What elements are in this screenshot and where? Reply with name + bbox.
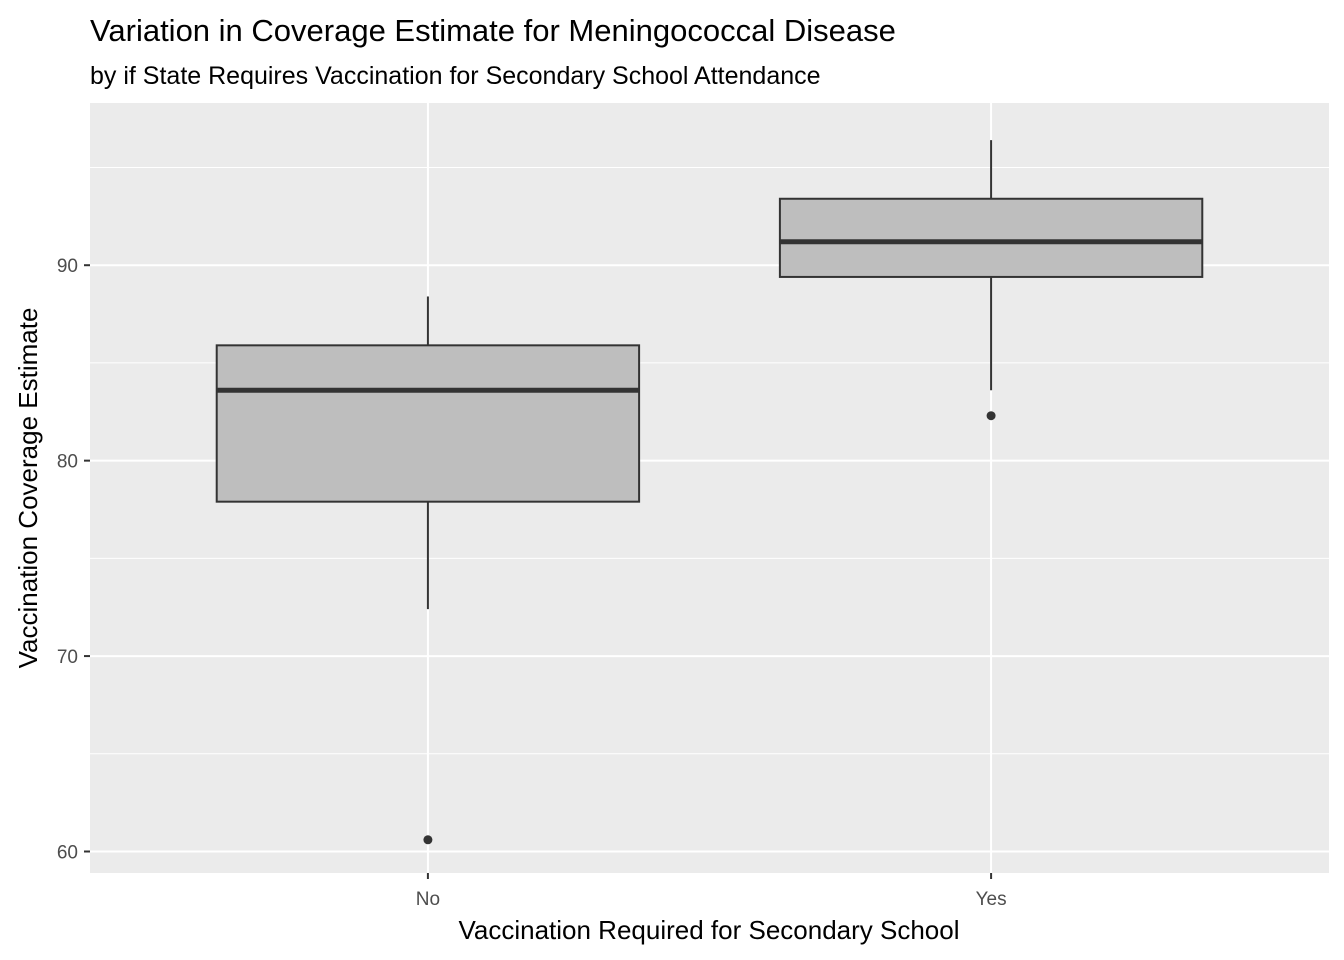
outlier-point [986, 411, 996, 421]
x-tick-label: Yes [976, 889, 1007, 910]
box-iqr [215, 344, 641, 503]
boxes-layer [215, 140, 1204, 845]
x-axis-ticks: No Yes [416, 873, 1007, 910]
box-iqr [778, 197, 1204, 278]
chart-subtitle: by if State Requires Vaccination for Sec… [90, 62, 821, 90]
y-tick-label: 90 [57, 256, 78, 277]
y-tick-label: 60 [57, 843, 78, 864]
chart-title: Variation in Coverage Estimate for Menin… [90, 13, 896, 48]
x-axis-title: Vaccination Required for Secondary Schoo… [458, 915, 959, 945]
x-tick-label: No [416, 889, 440, 910]
y-axis-ticks: 60 70 80 90 [57, 256, 90, 864]
outlier-point [423, 835, 433, 845]
y-axis-title: Vaccination Coverage Estimate [13, 308, 43, 669]
y-tick-label: 70 [57, 647, 78, 668]
y-tick-label: 80 [57, 452, 78, 473]
